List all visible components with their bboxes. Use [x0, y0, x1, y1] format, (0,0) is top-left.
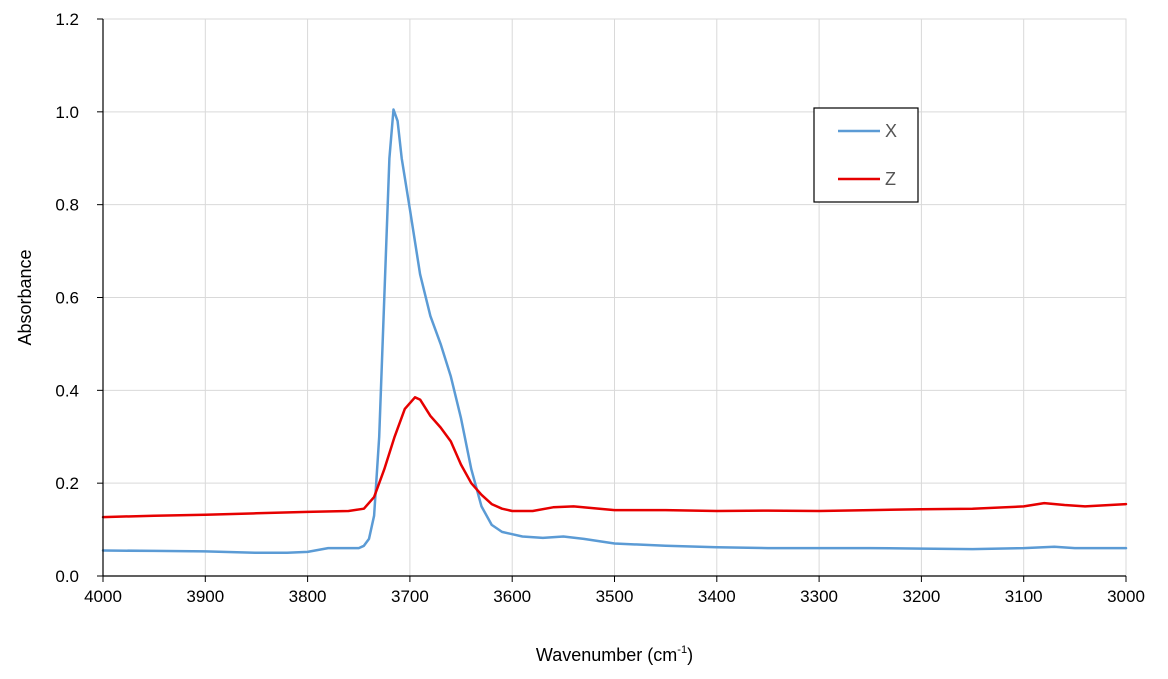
y-tick-label: 0.0 [55, 567, 79, 586]
x-tick-label: 3100 [1005, 587, 1043, 606]
legend-label-z: Z [885, 169, 896, 189]
y-tick-label: 0.6 [55, 289, 79, 308]
x-axis-title: Wavenumber (cm-1) [536, 644, 693, 665]
series-line-x [101, 108, 1128, 555]
y-tick-label: 1.0 [55, 103, 79, 122]
x-tick-label: 4000 [84, 587, 122, 606]
y-tick-label: 0.4 [55, 381, 79, 400]
axis-ticks [97, 18, 1127, 582]
x-tick-label: 3600 [493, 587, 531, 606]
x-tick-label: 3200 [902, 587, 940, 606]
x-axis-title-close: ) [687, 645, 693, 665]
legend: XZ [813, 107, 919, 203]
x-tick-label: 3000 [1107, 587, 1145, 606]
legend-label-x: X [885, 121, 897, 141]
series-layer [101, 108, 1128, 555]
x-tick-label: 3300 [800, 587, 838, 606]
y-tick-label: 0.8 [55, 196, 79, 215]
x-axis-title-superscript: -1 [677, 644, 687, 656]
series-line-z [101, 396, 1128, 519]
x-tick-labels: 4000 3900 3800 3700 3600 3500 3400 3300 3200 3100… [84, 587, 1145, 606]
y-tick-label: 0.2 [55, 474, 79, 493]
x-tick-label: 3400 [698, 587, 736, 606]
legend-box [813, 107, 919, 203]
x-axis-title-main: Wavenumber (cm [536, 645, 677, 665]
y-tick-label: 1.2 [55, 10, 79, 29]
y-tick-labels: 0.0 0.2 0.4 0.6 0.8 1.0 1.2 [55, 10, 79, 586]
y-axis-title: Absorbance [15, 249, 35, 345]
x-tick-label: 3900 [186, 587, 224, 606]
x-tick-label: 3700 [391, 587, 429, 606]
chart-grid [102, 18, 1127, 577]
x-tick-label: 3800 [289, 587, 327, 606]
x-tick-label: 3500 [596, 587, 634, 606]
